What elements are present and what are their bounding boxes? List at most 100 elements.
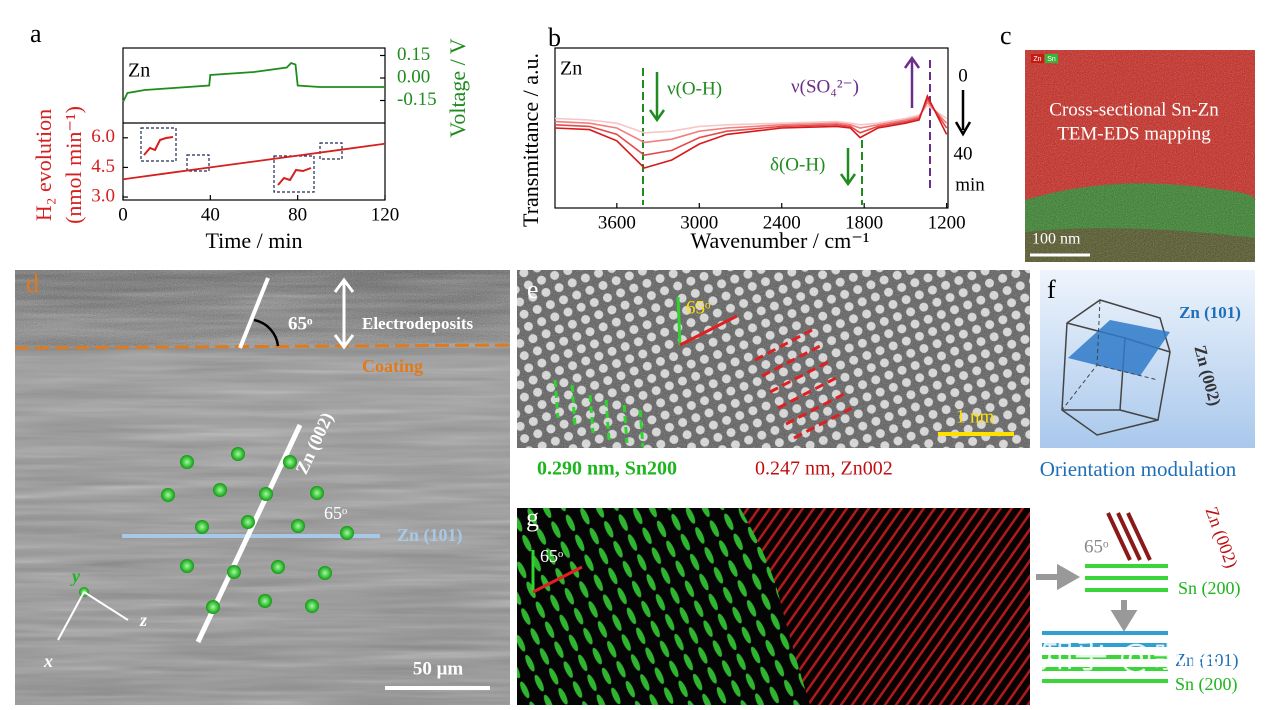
angle-label: 65ᵒ: [1084, 536, 1109, 557]
panel-e: e 65ᵒ 1 nm 0.290 nm, Sn200 0.247 nm, Zn0…: [517, 270, 1030, 480]
label: Sn (200): [1175, 674, 1238, 695]
label: Zn (002): [1201, 504, 1242, 571]
panel-a: Zn Voltage / V H₂ evolution (nmol min⁻¹)…: [31, 38, 470, 253]
texture: [15, 270, 510, 348]
angle-label: 65ᵒ: [686, 297, 711, 318]
zn101-lines: [1042, 631, 1168, 647]
direction-line: [238, 277, 270, 349]
inset-trace: [143, 136, 174, 156]
interface: [14, 343, 511, 350]
y2-axis-label: Voltage / V: [445, 38, 470, 138]
arrow: [1036, 563, 1081, 591]
x-tick-label: 1200: [928, 212, 966, 233]
zn101-plane: [1068, 320, 1170, 376]
tag-label: Sn: [1047, 56, 1056, 63]
axes-triad: [57, 591, 129, 641]
label: Sn (200): [1178, 578, 1241, 599]
data-line: [122, 142, 386, 181]
label: Zn (101): [1179, 303, 1241, 322]
label: Zn (101): [1175, 650, 1238, 671]
panel-letter: a: [30, 19, 42, 48]
y-tick-label: 0.00: [397, 66, 430, 87]
x-tick-label: 1800: [845, 212, 883, 233]
arrow: [954, 90, 972, 137]
direction-line: [532, 565, 583, 594]
sn200-lines: [1085, 564, 1168, 592]
direction-line: [679, 314, 738, 347]
scale-label: 100 nm: [1032, 231, 1081, 248]
scale-label: 50 μm: [413, 658, 464, 679]
label: Coating: [362, 356, 423, 376]
label: Electrodeposits: [362, 314, 474, 333]
y-tick-label: 3.0: [91, 185, 115, 206]
panel-b: Zn Transmittance / a.u. Wavenumber / cm⁻…: [518, 47, 985, 253]
scale-label: 1 nm: [956, 406, 995, 427]
arrow: [333, 277, 355, 350]
direction-line: [676, 296, 682, 346]
plot-frame: [122, 47, 386, 201]
x-tick-label: 3000: [680, 212, 718, 233]
panel-g: g 65ᵒ 65ᵒ Zn (002) Sn (200) Zn (101) Sn …: [517, 503, 1242, 705]
angle-label: 65ᵒ: [540, 546, 563, 566]
time-label: 40: [954, 143, 973, 164]
x-tick-label: 80: [288, 204, 307, 225]
caption: Orientation modulation: [1040, 457, 1237, 481]
spacing-label: 0.290 nm, Sn200: [537, 458, 677, 480]
y-tick-label: 0.15: [397, 44, 430, 65]
label: Zn: [560, 58, 582, 80]
angle-arc: [253, 318, 280, 347]
data-line: [554, 93, 948, 169]
caption: TEM-EDS mapping: [1057, 123, 1211, 144]
panel-d: d 65ᵒ Electrodeposits Coating Zn (002) 6…: [14, 269, 511, 705]
axis-label: y: [70, 566, 81, 586]
y-axis-label: Transmittance / a.u.: [518, 53, 543, 227]
time-label: 0: [958, 65, 968, 86]
panel-letter: g: [526, 503, 539, 532]
tag: [1031, 54, 1044, 63]
panel-letter: c: [1000, 21, 1012, 50]
data-line: [122, 61, 385, 103]
spacing-label: 0.247 nm, Zn002: [755, 458, 893, 480]
panel-c: Zn Sn Cross-sectional Sn-Zn TEM-EDS mapp…: [1025, 50, 1256, 262]
watermark: 知乎 @歌德: [1040, 637, 1221, 677]
noise: [517, 270, 1030, 448]
x-tick-label: 2400: [763, 212, 801, 233]
y-axis-label: (nmol min⁻¹): [61, 106, 86, 224]
caption: Cross-sectional Sn-Zn: [1049, 99, 1219, 120]
axis-label: x: [43, 651, 53, 671]
angle-label: 65ᵒ: [324, 503, 347, 523]
panel-f: f Zn (101) Zn (002) Orientation modulati…: [1040, 270, 1255, 481]
x-tick-label: 120: [371, 204, 400, 225]
x-tick-label: 0: [118, 204, 128, 225]
y-tick-label: -0.15: [397, 89, 437, 110]
noise: [1025, 50, 1255, 262]
panel-letter: f: [1047, 275, 1056, 304]
y-axis-label: H₂ evolution: [31, 109, 56, 221]
y-tick-label: 6.0: [91, 126, 115, 147]
zn002-lines: [1106, 512, 1152, 561]
data-line: [554, 97, 948, 157]
label: Zn: [128, 60, 150, 82]
tag-label: Zn: [1033, 56, 1041, 63]
x-axis-label: Wavenumber / cm⁻¹: [691, 228, 870, 253]
data-line: [554, 101, 948, 144]
sn-region: [517, 508, 810, 705]
data-line: [554, 104, 948, 134]
annotation: δ(O-H): [770, 154, 825, 175]
tag: [1045, 54, 1058, 63]
label: Zn (101): [397, 525, 463, 546]
panel-letter: e: [527, 275, 539, 304]
inset-trace: [277, 167, 312, 186]
x-axis-label: Time / min: [206, 228, 303, 253]
fringe-lines: [754, 328, 853, 440]
axis-label: z: [139, 610, 147, 630]
arrow: [1110, 600, 1138, 632]
x-tick-label: 40: [201, 204, 220, 225]
arrow: [839, 148, 857, 187]
panel-letter: d: [26, 269, 39, 298]
time-label: min: [955, 174, 985, 195]
arrow: [903, 55, 921, 108]
fringe-lines: [553, 379, 645, 448]
panel-letter: b: [548, 23, 561, 52]
